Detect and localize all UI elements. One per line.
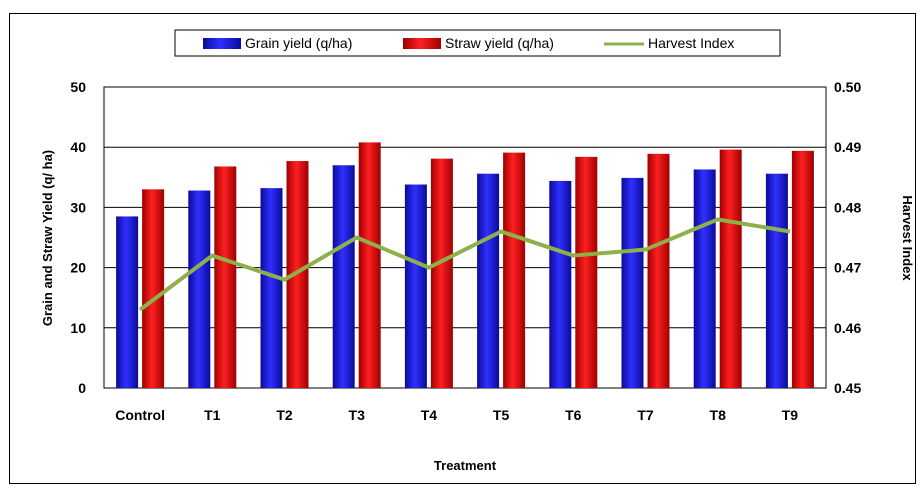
x-axis-ticks: Control T1 T2 T3 T4 T5 T6 T7 T8 T9 [115,407,798,423]
y-tick-label: 10 [70,320,86,336]
bar-straw-yield [719,149,742,388]
bar-straw-yield [503,152,526,388]
x-tick-label: T6 [565,407,582,423]
x-tick-label: Control [115,407,165,423]
plot-area [103,86,827,389]
bar-straw-yield [575,156,598,388]
bar-grain-yield [188,190,211,388]
y2-tick-label: 0.47 [834,260,861,276]
bar-grain-yield [116,216,139,388]
bars [116,142,814,388]
bar-grain-yield [693,169,716,388]
x-tick-label: T8 [710,407,727,423]
y2-tick-label: 0.49 [834,139,861,155]
legend-swatch-grain [203,38,241,49]
harvest-index-polyline [138,217,791,312]
y-tick-label: 50 [70,79,86,95]
y2-tick-label: 0.48 [834,199,861,215]
legend-box [174,29,781,57]
y-tick-label: 40 [70,139,86,155]
right-axis-ticks: 0.45 0.46 0.47 0.48 0.49 0.50 [834,79,861,396]
x-tick-label: T3 [349,407,366,423]
x-axis-title: Treatment [434,458,497,473]
x-tick-label: T5 [493,407,510,423]
bar-straw-yield [647,153,670,388]
y-tick-label: 0 [78,380,86,396]
y2-axis-title: Harvest Index [900,195,915,281]
bar-straw-yield [358,142,381,388]
bar-straw-yield [214,166,237,388]
y2-tick-label: 0.50 [834,79,861,95]
x-tick-label: T9 [782,407,799,423]
y-tick-label: 30 [70,199,86,215]
legend-swatch-straw [403,38,441,49]
bar-grain-yield [765,173,788,388]
y2-tick-label: 0.46 [834,320,861,336]
y-axis-title: Grain and Straw Yield (q/ ha) [40,150,55,326]
left-axis-ticks: 0 10 20 30 40 50 [70,79,86,396]
bar-grain-yield [549,180,572,388]
bar-straw-yield [791,150,814,388]
legend-label-harvest-index: Harvest Index [648,35,734,51]
x-tick-label: T7 [637,407,654,423]
bar-grain-yield [477,173,500,388]
bar-grain-yield [404,184,427,388]
bar-grain-yield [260,188,283,388]
bar-straw-yield [430,158,453,388]
x-tick-label: T1 [204,407,221,423]
bar-grain-yield [332,165,355,388]
bar-straw-yield [142,189,165,388]
x-tick-label: T2 [276,407,293,423]
legend-label-grain: Grain yield (q/ha) [245,35,352,51]
legend: Grain yield (q/ha) Straw yield (q/ha) Ha… [174,29,781,57]
bar-straw-yield [286,161,309,388]
harvest-index-line [138,217,791,312]
y2-tick-label: 0.45 [834,380,861,396]
legend-label-straw: Straw yield (q/ha) [445,35,554,51]
bar-grain-yield [621,177,644,388]
y-tick-label: 20 [70,260,86,276]
x-tick-label: T4 [421,407,438,423]
